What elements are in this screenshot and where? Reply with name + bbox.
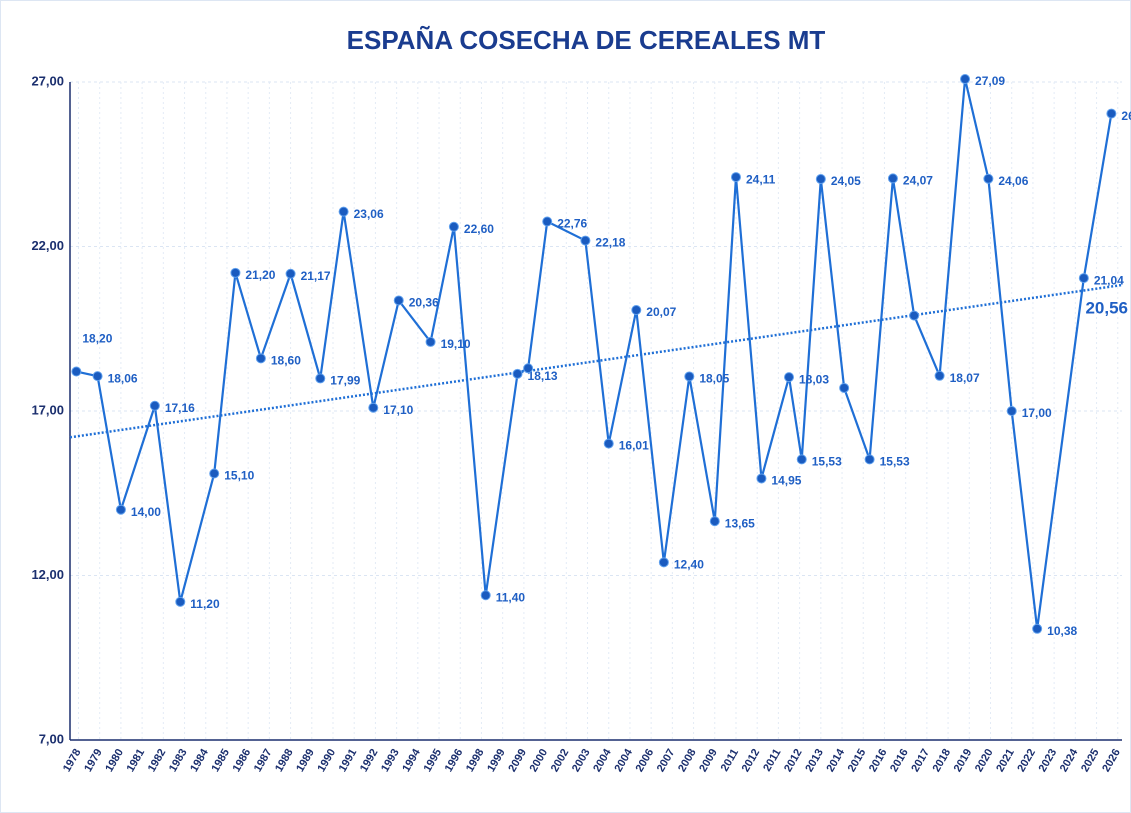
data-label: 15,10 xyxy=(224,469,254,483)
data-label: 14,95 xyxy=(771,474,801,488)
data-label: 20,07 xyxy=(646,305,676,319)
point xyxy=(815,174,826,185)
data-label: 16,01 xyxy=(619,439,649,453)
chart-title: ESPAÑA COSECHA DE CEREALES MT xyxy=(347,25,826,55)
point xyxy=(580,235,591,246)
point xyxy=(983,173,994,184)
point xyxy=(115,504,126,515)
data-label: 12,40 xyxy=(674,558,704,572)
point xyxy=(338,206,349,217)
point xyxy=(71,366,82,377)
point xyxy=(542,216,553,227)
data-label: 22,18 xyxy=(595,236,625,250)
point xyxy=(425,336,436,347)
data-label: 26,04 xyxy=(1121,109,1131,123)
point xyxy=(1078,273,1089,284)
y-tick-label: 12,00 xyxy=(31,567,64,582)
data-label: 19,10 xyxy=(441,337,471,351)
data-label: 24,11 xyxy=(746,172,776,186)
point xyxy=(393,295,404,306)
y-tick-label: 7,00 xyxy=(39,731,64,746)
point xyxy=(909,310,920,321)
point xyxy=(864,454,875,465)
point xyxy=(512,368,523,379)
point xyxy=(709,516,720,527)
data-label: 11,20 xyxy=(190,597,220,611)
point xyxy=(1032,623,1043,634)
data-label: 15,53 xyxy=(880,455,910,469)
data-label: 17,00 xyxy=(1022,406,1052,420)
point xyxy=(631,304,642,315)
point xyxy=(523,363,534,374)
data-label: 18,05 xyxy=(699,372,729,386)
data-label: 22,76 xyxy=(557,217,587,231)
data-label: 13,65 xyxy=(725,516,755,530)
point xyxy=(839,382,850,393)
point xyxy=(684,371,695,382)
point xyxy=(209,468,220,479)
point xyxy=(480,590,491,601)
data-label: 18,06 xyxy=(108,371,138,385)
data-label: 18,60 xyxy=(271,354,301,368)
data-label: 11,40 xyxy=(496,590,526,604)
point xyxy=(784,372,795,383)
data-label: 18,03 xyxy=(799,372,829,386)
point xyxy=(230,267,241,278)
point xyxy=(149,400,160,411)
point xyxy=(175,596,186,607)
data-label: 18,13 xyxy=(528,369,558,383)
data-label: 17,16 xyxy=(165,401,195,415)
data-label: 21,04 xyxy=(1094,273,1124,287)
data-label: 21,17 xyxy=(301,269,331,283)
point xyxy=(934,370,945,381)
data-label: 22,60 xyxy=(464,222,494,236)
data-label: 20,36 xyxy=(409,296,439,310)
point xyxy=(603,438,614,449)
data-label: 17,10 xyxy=(383,403,413,417)
data-label: 24,07 xyxy=(903,174,933,188)
data-label: 23,06 xyxy=(354,207,384,221)
point xyxy=(796,454,807,465)
data-label: 21,20 xyxy=(245,268,275,282)
trend-line xyxy=(69,283,1123,439)
point xyxy=(448,221,459,232)
point xyxy=(658,557,669,568)
point xyxy=(1006,406,1017,416)
data-label: 17,99 xyxy=(330,374,360,388)
point xyxy=(960,74,971,85)
data-label: 24,05 xyxy=(831,174,861,188)
point xyxy=(730,172,741,183)
data-label: 14,00 xyxy=(131,505,161,519)
data-label: 15,53 xyxy=(812,455,842,469)
point xyxy=(92,371,103,382)
data-label: 27,09 xyxy=(975,74,1005,88)
point xyxy=(315,373,326,384)
y-tick-label: 17,00 xyxy=(31,402,64,417)
point xyxy=(368,402,379,413)
point xyxy=(756,473,767,484)
y-tick-label: 27,00 xyxy=(31,73,64,88)
point xyxy=(285,268,296,279)
point xyxy=(1106,108,1117,119)
data-label: 18,07 xyxy=(950,371,980,385)
data-label: 10,38 xyxy=(1047,624,1077,638)
point xyxy=(887,173,898,184)
data-label: 18,20 xyxy=(82,332,112,346)
trend-label: 20,56 xyxy=(1085,298,1128,317)
data-label: 24,06 xyxy=(998,174,1028,188)
y-tick-label: 22,00 xyxy=(31,238,64,253)
point xyxy=(255,353,266,364)
